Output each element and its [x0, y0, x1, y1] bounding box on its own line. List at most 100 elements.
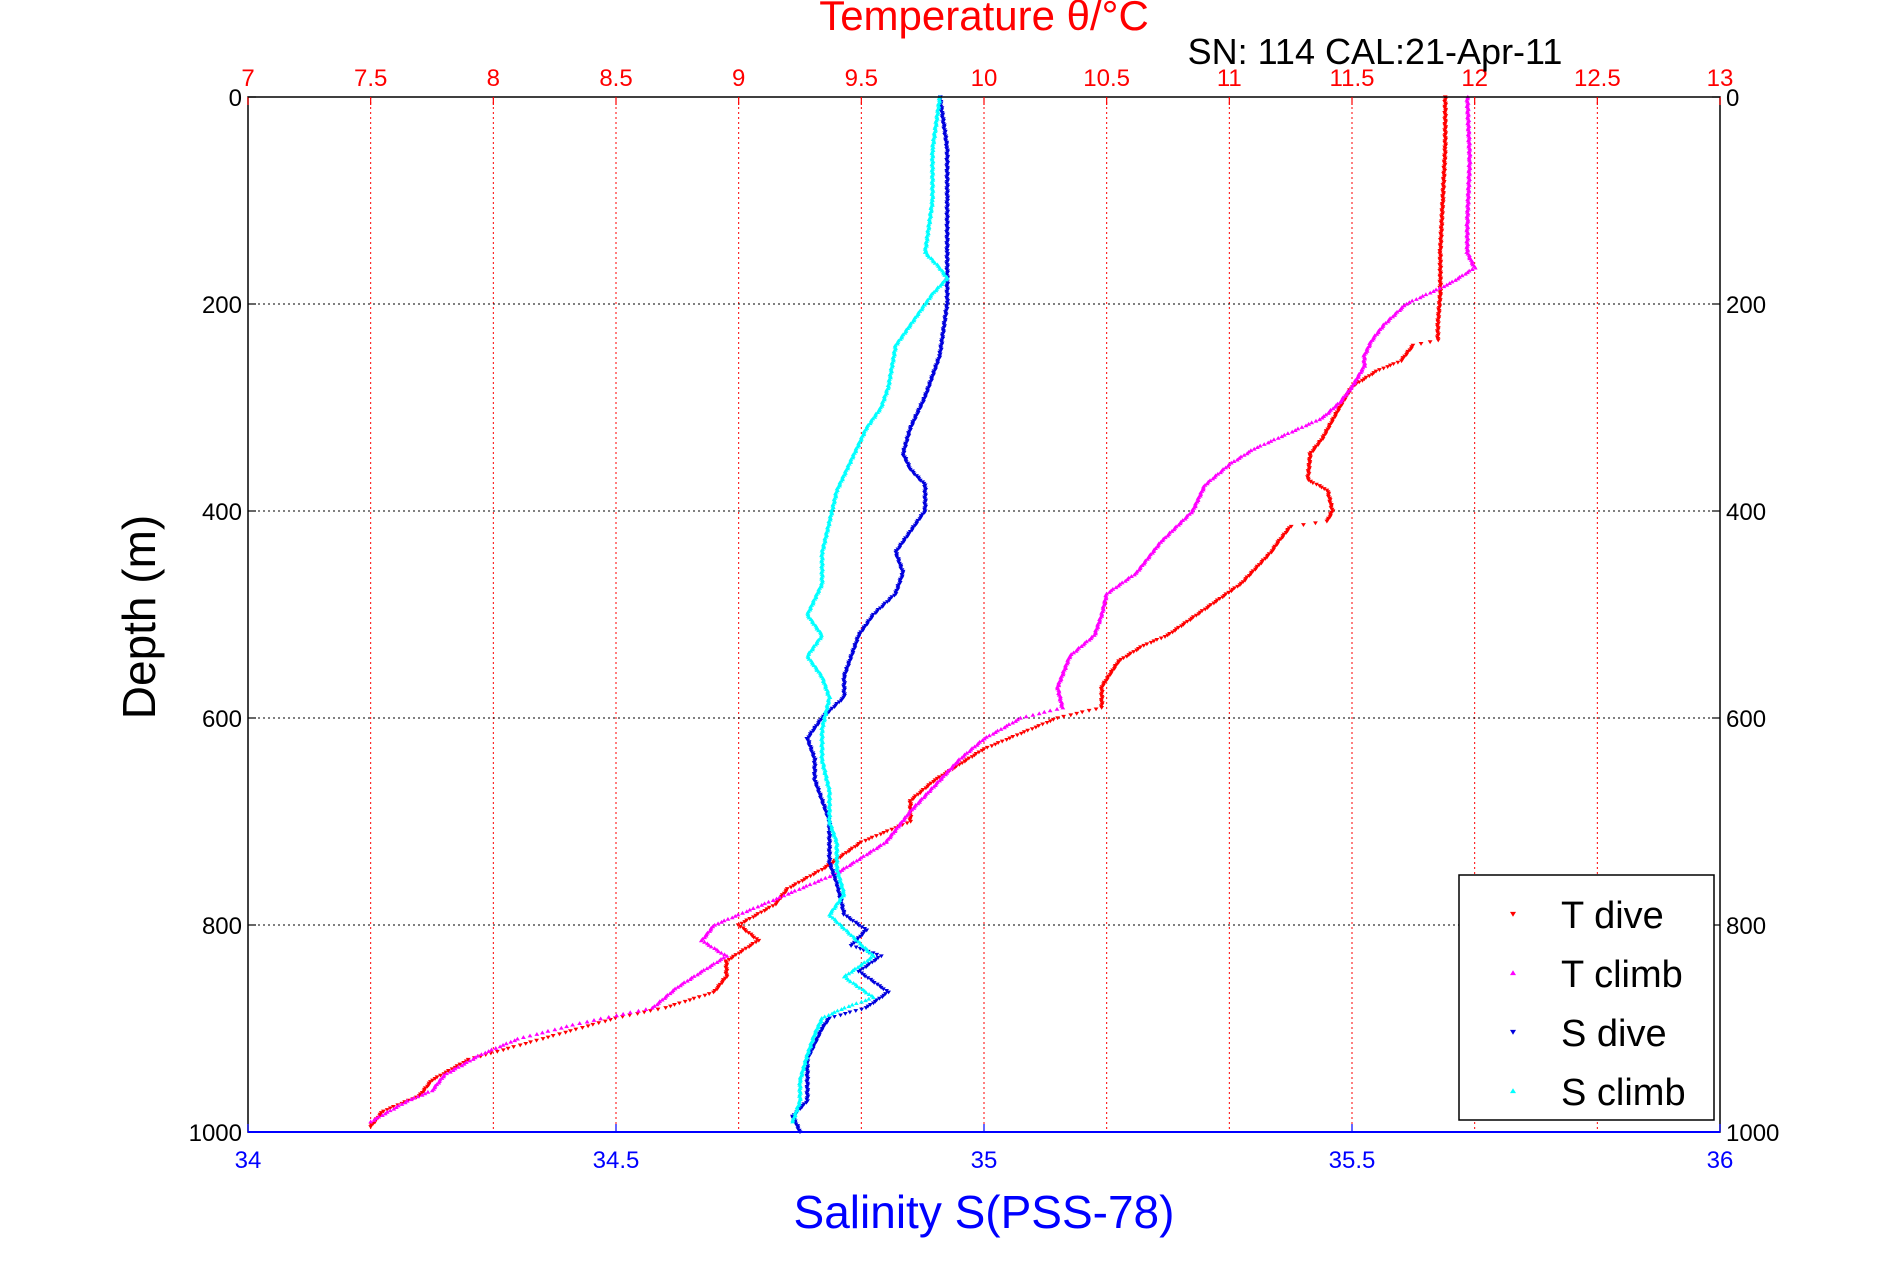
data-point [811, 621, 817, 626]
data-point [1301, 523, 1306, 527]
data-point [1063, 663, 1069, 667]
data-point [911, 472, 917, 477]
data-point [979, 748, 985, 753]
data-point [758, 910, 764, 915]
data-point [999, 739, 1005, 744]
data-point [774, 896, 779, 901]
top-axis-tick-label: 10 [971, 65, 998, 92]
data-point [721, 955, 727, 960]
data-point [1124, 654, 1130, 659]
data-point [877, 406, 882, 411]
data-point [573, 1027, 579, 1032]
data-point [842, 1012, 848, 1016]
data-point [866, 992, 872, 996]
data-point [1285, 431, 1291, 436]
data-point [1271, 437, 1277, 442]
data-point [814, 639, 820, 644]
legend-label: T climb [1561, 954, 1683, 996]
data-point [1013, 719, 1019, 723]
data-point [404, 1098, 410, 1103]
data-point [733, 953, 739, 958]
data-point [881, 830, 887, 835]
data-point [1050, 717, 1056, 722]
data-point [1281, 432, 1287, 437]
data-point [1263, 556, 1268, 561]
data-point [450, 1068, 456, 1072]
data-point [663, 1006, 669, 1010]
data-point [980, 738, 985, 742]
data-point [1118, 657, 1124, 662]
data-point [838, 1013, 843, 1018]
data-point [885, 600, 890, 604]
data-point [864, 958, 870, 963]
data-point [707, 929, 713, 933]
data-point [1356, 380, 1362, 385]
legend-marker [1510, 1088, 1516, 1094]
data-point [1146, 553, 1152, 558]
data-point [1417, 295, 1423, 300]
data-point [1362, 362, 1367, 367]
data-point [819, 867, 825, 872]
data-point [1047, 708, 1053, 713]
data-point [832, 705, 837, 710]
data-point [1165, 633, 1171, 638]
data-point [1406, 300, 1412, 305]
data-point [1176, 522, 1181, 527]
data-point [552, 1027, 558, 1032]
data-point [842, 926, 847, 931]
data-point [856, 969, 861, 974]
data-point [500, 1042, 506, 1047]
data-point [1184, 619, 1190, 624]
data-point [384, 1108, 390, 1112]
data-point [1228, 589, 1234, 594]
data-point [788, 885, 794, 890]
data-point [1010, 734, 1016, 739]
data-point [1097, 617, 1102, 621]
data-point [1116, 583, 1121, 588]
data-point [858, 963, 863, 968]
data-point [933, 288, 939, 293]
data-point [849, 933, 854, 938]
data-point [1081, 642, 1086, 647]
data-point [819, 633, 824, 637]
data-point [862, 974, 868, 979]
data-point [415, 1094, 421, 1099]
data-point [494, 1049, 500, 1054]
data-point [718, 950, 724, 955]
data-point [901, 818, 907, 823]
data-point [1376, 328, 1381, 333]
data-point [864, 852, 870, 857]
data-point [790, 1117, 796, 1122]
data-point [802, 1059, 808, 1064]
data-point [881, 841, 886, 846]
data-point [884, 840, 889, 844]
data-point [651, 1004, 657, 1008]
data-point [871, 953, 876, 958]
data-point [1226, 590, 1232, 595]
data-point [1205, 606, 1210, 610]
data-point [866, 837, 872, 842]
data-point [926, 254, 932, 259]
data-point [1103, 593, 1109, 598]
data-point [1202, 607, 1208, 612]
y-axis-tick-label-right: 800 [1726, 913, 1766, 940]
data-point [1220, 595, 1226, 600]
data-point [702, 993, 708, 998]
data-point [715, 921, 721, 926]
data-point [871, 995, 876, 1000]
data-point [931, 784, 937, 789]
data-point [797, 1107, 803, 1111]
data-point [447, 1069, 453, 1074]
data-point [1086, 708, 1092, 713]
data-point [831, 832, 837, 836]
data-point [505, 1046, 511, 1051]
data-point [725, 916, 731, 921]
data-point [1369, 372, 1375, 377]
data-point [908, 819, 914, 824]
data-point [877, 606, 883, 611]
data-point [781, 893, 787, 898]
legend-marker [1510, 911, 1516, 917]
data-point [1029, 727, 1035, 732]
data-point [539, 1030, 545, 1035]
data-point [929, 207, 934, 212]
